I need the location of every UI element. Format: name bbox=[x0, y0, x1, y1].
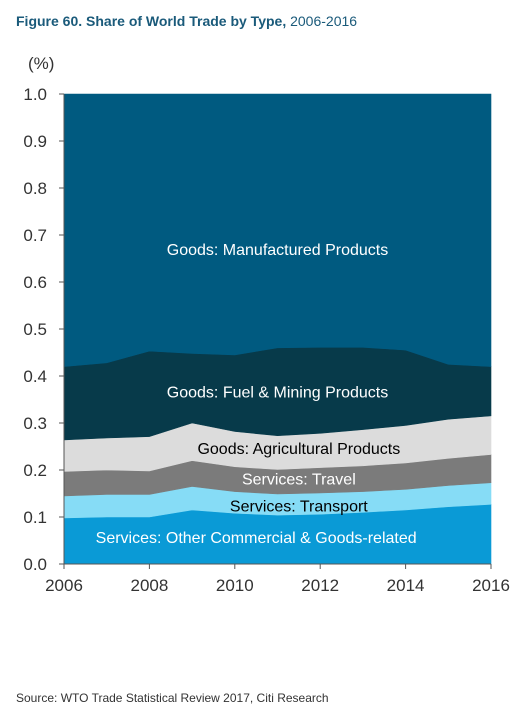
axes bbox=[59, 93, 492, 569]
x-tick-label: 2014 bbox=[387, 576, 425, 595]
series-label-services-travel: Services: Travel bbox=[242, 471, 356, 488]
area-goods-manufactured-products bbox=[63, 93, 492, 367]
series-labels: Services: Other Commercial & Goods-relat… bbox=[96, 242, 417, 547]
series-label-goods-agricultural-products: Goods: Agricultural Products bbox=[197, 441, 400, 458]
area-layers bbox=[63, 93, 492, 565]
x-tick-label: 2006 bbox=[45, 576, 83, 595]
chart-title: Figure 60. Share of World Trade by Type,… bbox=[16, 13, 357, 29]
series-label-goods-manufactured-products: Goods: Manufactured Products bbox=[167, 242, 388, 259]
y-tick-label: 0.9 bbox=[23, 132, 47, 151]
y-tick-label: 0.3 bbox=[23, 414, 47, 433]
y-tick-label: 0.7 bbox=[23, 226, 47, 245]
x-tick-label: 2010 bbox=[216, 576, 254, 595]
x-tick-label: 2008 bbox=[130, 576, 168, 595]
y-tick-label: 0.1 bbox=[23, 508, 47, 527]
source-note: Source: WTO Trade Statistical Review 201… bbox=[16, 691, 329, 705]
series-label-services-transport: Services: Transport bbox=[230, 498, 368, 515]
y-tick-label: 0.8 bbox=[23, 179, 47, 198]
tick-labels: 0.0 0.1 0.2 0.3 0.4 0.5 0.6 0.7 0.8 0.9 1.0 2006 200… bbox=[23, 85, 510, 595]
y-tick-label: 0.5 bbox=[23, 320, 47, 339]
x-tick-label: 2012 bbox=[301, 576, 339, 595]
y-tick-label: 0.6 bbox=[23, 273, 47, 292]
y-axis-unit-label: (%) bbox=[28, 54, 55, 73]
series-label-services-other-commercial-and-goods-related: Services: Other Commercial & Goods-relat… bbox=[96, 530, 417, 547]
y-tick-label: 0.0 bbox=[23, 555, 47, 574]
chart-title-main: Figure 60. Share of World Trade by Type, bbox=[16, 13, 287, 29]
y-tick-label: 0.4 bbox=[23, 367, 47, 386]
y-tick-label: 1.0 bbox=[23, 85, 47, 104]
series-label-goods-fuel-and-mining-products: Goods: Fuel & Mining Products bbox=[167, 385, 388, 402]
y-tick-label: 0.2 bbox=[23, 461, 47, 480]
x-tick-label: 2016 bbox=[472, 576, 510, 595]
chart-title-years: 2006-2016 bbox=[286, 13, 358, 29]
